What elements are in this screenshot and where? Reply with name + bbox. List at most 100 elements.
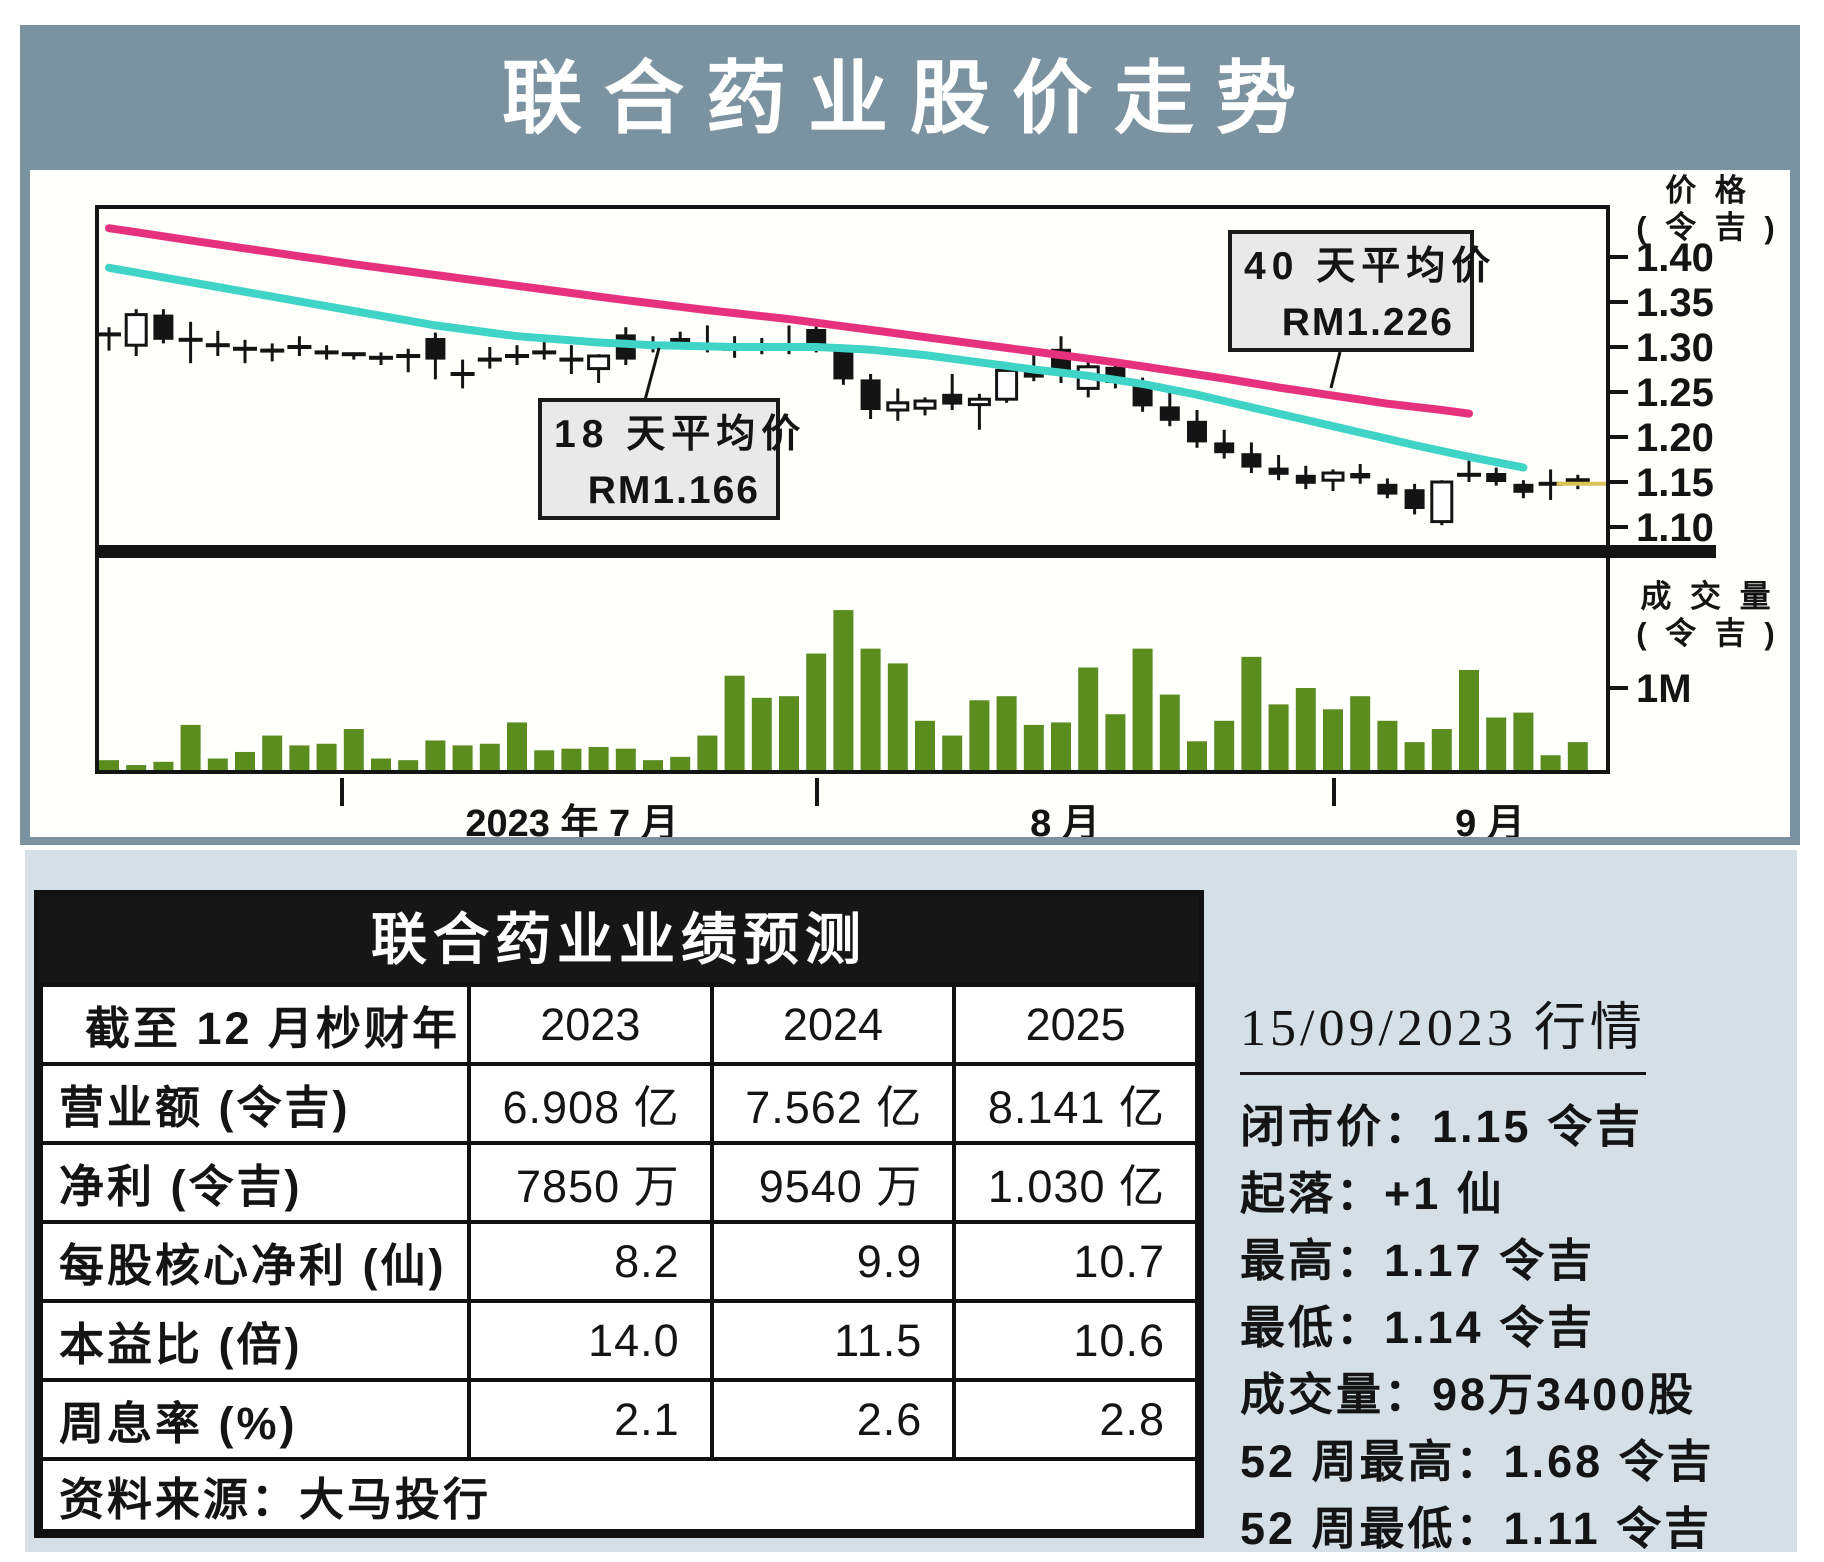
price-tick-label: 1.10: [1636, 506, 1714, 550]
header-2025: 2025: [952, 983, 1199, 1066]
ma18-annotation-value: RM1.166: [587, 469, 760, 512]
candle-doji: [450, 372, 475, 376]
candle-bearish: [1513, 483, 1534, 493]
volume-bar: [126, 765, 147, 770]
candle-bearish: [1404, 489, 1425, 509]
volume-bar: [942, 735, 963, 770]
candle-bearish: [1159, 406, 1180, 421]
candle-bullish: [913, 399, 937, 410]
volume-bar: [534, 750, 555, 770]
quote-change: 起落：+1 仙: [1240, 1168, 1505, 1219]
row-label: 本益比 (倍): [39, 1299, 471, 1382]
volume-bar: [588, 747, 609, 770]
volume-bar: [1187, 741, 1207, 770]
cell-value: 2.8: [952, 1378, 1199, 1461]
table-header-row: 截至 12 月杪财年 2023 2024 2025: [39, 983, 1199, 1066]
table-row-source: 资料来源：大马投行: [39, 1457, 1199, 1533]
volume-bar: [1377, 720, 1398, 770]
price-tick-label: 1.35: [1636, 281, 1714, 325]
volume-panel-bottom-border: [95, 770, 1610, 774]
ma18-annotation: 18 天平均价 RM1.166: [538, 398, 807, 520]
candle-bearish: [1350, 473, 1371, 479]
quote-day-low: 最低：1.14 令吉: [1240, 1302, 1596, 1353]
stock-chart-card: 联合药业股价走势 1.40 1.35 1.30 1.25 1.20 1.15 1.10 1M 2…: [20, 25, 1800, 845]
price-tick-label: 1.20: [1636, 416, 1714, 460]
candle-bearish: [153, 314, 174, 340]
price-tick: [1606, 345, 1628, 349]
volume-bar: [996, 696, 1017, 770]
candle-doji: [178, 337, 203, 342]
cell-value: 10.6: [952, 1299, 1199, 1382]
candle-doji: [1457, 472, 1481, 477]
forecast-table-grid: 截至 12 月杪财年 2023 2024 2025 营业额 (令吉) 6.908…: [39, 983, 1199, 1533]
cell-value: 11.5: [709, 1299, 957, 1382]
candle-bearish: [670, 338, 691, 344]
candle-doji: [532, 350, 557, 355]
price-tick-label: 1.25: [1636, 371, 1714, 415]
candle-bearish: [1486, 473, 1507, 482]
volume-bar: [969, 700, 990, 770]
quote-52w-high: 52 周最高：1.68 令吉: [1240, 1436, 1715, 1487]
chart-title: 联合药业股价走势: [502, 54, 1318, 143]
volume-bar: [1350, 696, 1371, 770]
candle-bearish: [1377, 483, 1398, 495]
row-label: 每股核心净利 (仙): [39, 1220, 471, 1303]
price-axis-title: 价 格 ( 令 吉 ): [1608, 172, 1808, 246]
row-label: 净利 (令吉): [39, 1141, 471, 1224]
candle-bullish: [967, 397, 991, 407]
quote-52w-low: 52 周最低：1.11 令吉: [1240, 1503, 1713, 1554]
volume-bar: [561, 748, 582, 770]
candle-doji: [1538, 481, 1563, 486]
volume-bar: [1513, 712, 1534, 770]
quote-panel: 15/09/2023 行情 闭市价：1.15 令吉 起落：+1 仙 最高：1.1…: [1240, 985, 1800, 1562]
month-label: 2023 年 7 月: [465, 803, 678, 837]
candle-bullish: [587, 354, 611, 371]
volume-axis-title: 成 交 量 ( 令 吉 ): [1608, 578, 1808, 652]
candle-bullish: [886, 401, 910, 412]
volume-bar: [235, 751, 255, 770]
candle-doji: [1565, 478, 1590, 483]
volume-bar: [1105, 714, 1126, 770]
candle-doji: [233, 346, 257, 351]
volume-bar: [425, 740, 446, 770]
volume-bar: [479, 743, 500, 770]
panel-separator-bar: [95, 545, 1716, 558]
volume-bar: [1051, 722, 1071, 770]
candle-bullish: [995, 368, 1019, 401]
ma18-pointer-line: [643, 347, 661, 401]
volume-bar: [833, 610, 854, 770]
cell-value: 9540 万: [709, 1141, 957, 1224]
volume-bar: [207, 758, 228, 770]
month-tick: [815, 778, 819, 806]
quote-heading: 15/09/2023 行情: [1240, 985, 1646, 1075]
volume-bar: [316, 743, 337, 770]
volume-bar: [724, 675, 745, 770]
table-row-core-eps: 每股核心净利 (仙) 8.2 9.9 10.7: [39, 1220, 1199, 1303]
price-tick-label: 1.15: [1636, 461, 1714, 505]
volume-bar: [507, 722, 527, 770]
candle-doji: [287, 345, 312, 349]
volume-bar: [99, 760, 119, 770]
panel-left-border: [95, 205, 99, 774]
volume-bar: [1159, 694, 1180, 770]
price-tick-label: 1.40: [1636, 236, 1714, 280]
volume-bar: [1023, 724, 1044, 770]
price-tick: [1606, 390, 1628, 394]
table-row-net-profit: 净利 (令吉) 7850 万 9540 万 1.030 亿: [39, 1141, 1199, 1224]
quote-close-price: 闭市价：1.15 令吉: [1240, 1101, 1644, 1152]
forecast-table-title: 联合药业业绩预测: [39, 895, 1199, 983]
price-tick: [1606, 300, 1628, 304]
cell-value: 2.6: [709, 1378, 957, 1461]
volume-bar: [1268, 704, 1289, 770]
price-tick: [1606, 255, 1628, 259]
candle-doji: [314, 350, 339, 355]
forecast-table: 联合药业业绩预测 截至 12 月杪财年 2023 2024 2025 营业额 (…: [34, 890, 1204, 1538]
candle-bearish: [860, 379, 881, 410]
volume-bar: [180, 724, 201, 770]
volume-bar: [1241, 656, 1262, 770]
volume-bar: [371, 758, 391, 770]
volume-axis-title-line2: ( 令 吉 ): [1636, 616, 1780, 651]
ma18-line: [105, 263, 1528, 472]
ma18-annotation-label: 18 天平均价: [554, 413, 807, 456]
month-tick: [340, 778, 344, 806]
